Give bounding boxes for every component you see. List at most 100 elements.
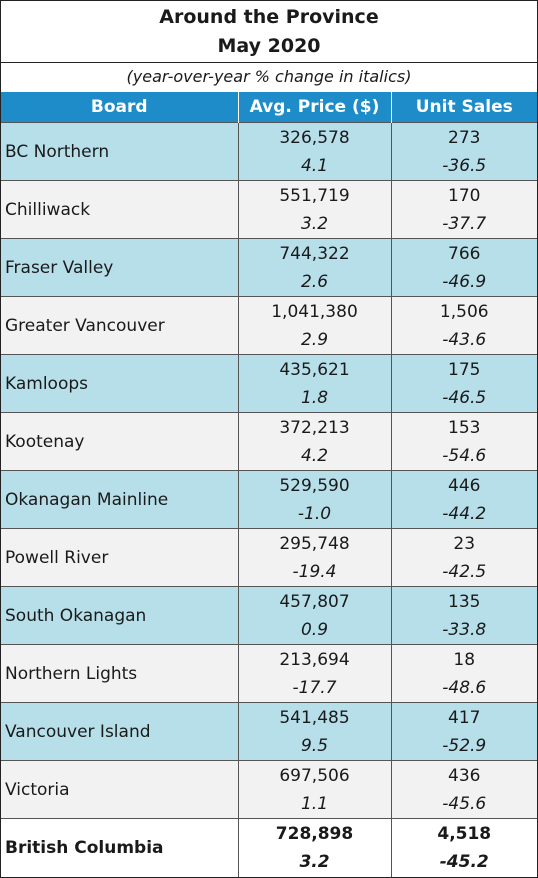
- table-row: Northern Lights 213,694 -17.7 18 -48.6: [1, 644, 537, 703]
- table-row: Vancouver Island 541,485 9.5 417 -52.9: [1, 702, 537, 761]
- table-row: Powell River 295,748 -19.4 23 -42.5: [1, 528, 537, 587]
- avg-price-value: 551,719: [279, 185, 350, 206]
- header-board: Board: [1, 92, 239, 123]
- unit-sales-value: 135: [448, 591, 481, 612]
- avg-price-value: 372,213: [279, 417, 350, 438]
- unit-sales-change: -45.6: [442, 793, 487, 814]
- avg-price-cell: 213,694 -17.7: [238, 644, 392, 703]
- board-name: Greater Vancouver: [1, 296, 239, 355]
- header-unit-sales: Unit Sales: [391, 92, 537, 123]
- board-name: Kamloops: [1, 354, 239, 413]
- board-name: Fraser Valley: [1, 238, 239, 297]
- avg-price-value: 1,041,380: [271, 301, 358, 322]
- avg-price-cell: 326,578 4.1: [238, 122, 392, 181]
- avg-price-value: 435,621: [279, 359, 350, 380]
- avg-price-cell: 435,621 1.8: [238, 354, 392, 413]
- board-name: British Columbia: [1, 818, 239, 877]
- unit-sales-change: -42.5: [442, 561, 487, 582]
- table-row: Victoria 697,506 1.1 436 -45.6: [1, 760, 537, 819]
- unit-sales-cell: 446 -44.2: [391, 470, 537, 529]
- unit-sales-change: -33.8: [442, 619, 487, 640]
- unit-sales-cell: 417 -52.9: [391, 702, 537, 761]
- table-row: BC Northern 326,578 4.1 273 -36.5: [1, 122, 537, 181]
- unit-sales-change: -54.6: [442, 445, 487, 466]
- avg-price-change: 3.2: [299, 851, 330, 872]
- board-name: Powell River: [1, 528, 239, 587]
- avg-price-value: 541,485: [279, 707, 350, 728]
- avg-price-cell: 728,898 3.2: [238, 818, 392, 877]
- unit-sales-cell: 153 -54.6: [391, 412, 537, 471]
- table-row: Greater Vancouver 1,041,380 2.9 1,506 -43.6: [1, 296, 537, 355]
- avg-price-change: -19.4: [292, 561, 337, 582]
- avg-price-cell: 541,485 9.5: [238, 702, 392, 761]
- unit-sales-change: -46.9: [442, 271, 487, 292]
- avg-price-change: 9.5: [300, 735, 329, 756]
- title-line-2: May 2020: [217, 35, 321, 57]
- unit-sales-cell: 175 -46.5: [391, 354, 537, 413]
- header-avg-price: Avg. Price ($): [238, 92, 392, 123]
- avg-price-change: -1.0: [297, 503, 332, 524]
- unit-sales-cell: 436 -45.6: [391, 760, 537, 819]
- avg-price-cell: 529,590 -1.0: [238, 470, 392, 529]
- table-title: Around the Province May 2020: [1, 1, 537, 63]
- avg-price-cell: 457,807 0.9: [238, 586, 392, 645]
- board-name: Victoria: [1, 760, 239, 819]
- unit-sales-cell: 4,518 -45.2: [391, 818, 537, 877]
- avg-price-change: 0.9: [300, 619, 329, 640]
- table-row: Kamloops 435,621 1.8 175 -46.5: [1, 354, 537, 413]
- unit-sales-change: -36.5: [442, 155, 487, 176]
- avg-price-value: 295,748: [279, 533, 350, 554]
- avg-price-change: 3.2: [300, 213, 329, 234]
- unit-sales-value: 153: [448, 417, 481, 438]
- unit-sales-value: 436: [448, 765, 481, 786]
- avg-price-value: 697,506: [279, 765, 350, 786]
- unit-sales-value: 175: [448, 359, 481, 380]
- avg-price-value: 326,578: [279, 127, 350, 148]
- unit-sales-cell: 135 -33.8: [391, 586, 537, 645]
- unit-sales-change: -45.2: [439, 851, 489, 872]
- avg-price-cell: 744,322 2.6: [238, 238, 392, 297]
- unit-sales-value: 4,518: [437, 823, 492, 844]
- stats-table: Board Avg. Price ($) Unit Sales BC North…: [1, 92, 537, 877]
- unit-sales-change: -43.6: [442, 329, 487, 350]
- avg-price-change: 4.1: [300, 155, 329, 176]
- table-row: South Okanagan 457,807 0.9 135 -33.8: [1, 586, 537, 645]
- table-subtitle: (year-over-year % change in italics): [126, 67, 412, 86]
- board-name: Northern Lights: [1, 644, 239, 703]
- avg-price-value: 457,807: [279, 591, 350, 612]
- unit-sales-cell: 170 -37.7: [391, 180, 537, 239]
- board-name: Kootenay: [1, 412, 239, 471]
- avg-price-change: 4.2: [300, 445, 329, 466]
- avg-price-cell: 697,506 1.1: [238, 760, 392, 819]
- avg-price-value: 728,898: [275, 823, 354, 844]
- unit-sales-change: -48.6: [442, 677, 487, 698]
- table-row: Fraser Valley 744,322 2.6 766 -46.9: [1, 238, 537, 297]
- unit-sales-value: 766: [448, 243, 481, 264]
- header-row: Board Avg. Price ($) Unit Sales: [1, 92, 537, 123]
- avg-price-cell: 551,719 3.2: [238, 180, 392, 239]
- unit-sales-value: 170: [448, 185, 481, 206]
- unit-sales-change: -46.5: [442, 387, 487, 408]
- table-row: Kootenay 372,213 4.2 153 -54.6: [1, 412, 537, 471]
- total-row: British Columbia 728,898 3.2 4,518 -45.2: [1, 818, 537, 877]
- unit-sales-cell: 1,506 -43.6: [391, 296, 537, 355]
- avg-price-change: -17.7: [292, 677, 337, 698]
- title-line-1: Around the Province: [159, 6, 379, 28]
- board-name: Vancouver Island: [1, 702, 239, 761]
- board-name: BC Northern: [1, 122, 239, 181]
- unit-sales-change: -52.9: [442, 735, 487, 756]
- unit-sales-value: 417: [448, 707, 481, 728]
- unit-sales-cell: 766 -46.9: [391, 238, 537, 297]
- unit-sales-value: 446: [448, 475, 481, 496]
- unit-sales-value: 1,506: [439, 301, 489, 322]
- avg-price-cell: 372,213 4.2: [238, 412, 392, 471]
- unit-sales-value: 273: [448, 127, 481, 148]
- avg-price-cell: 295,748 -19.4: [238, 528, 392, 587]
- table-row: Okanagan Mainline 529,590 -1.0 446 -44.2: [1, 470, 537, 529]
- avg-price-change: 1.1: [300, 793, 329, 814]
- unit-sales-cell: 23 -42.5: [391, 528, 537, 587]
- board-name: Chilliwack: [1, 180, 239, 239]
- unit-sales-value: 23: [453, 533, 476, 554]
- unit-sales-change: -44.2: [442, 503, 487, 524]
- unit-sales-change: -37.7: [442, 213, 487, 234]
